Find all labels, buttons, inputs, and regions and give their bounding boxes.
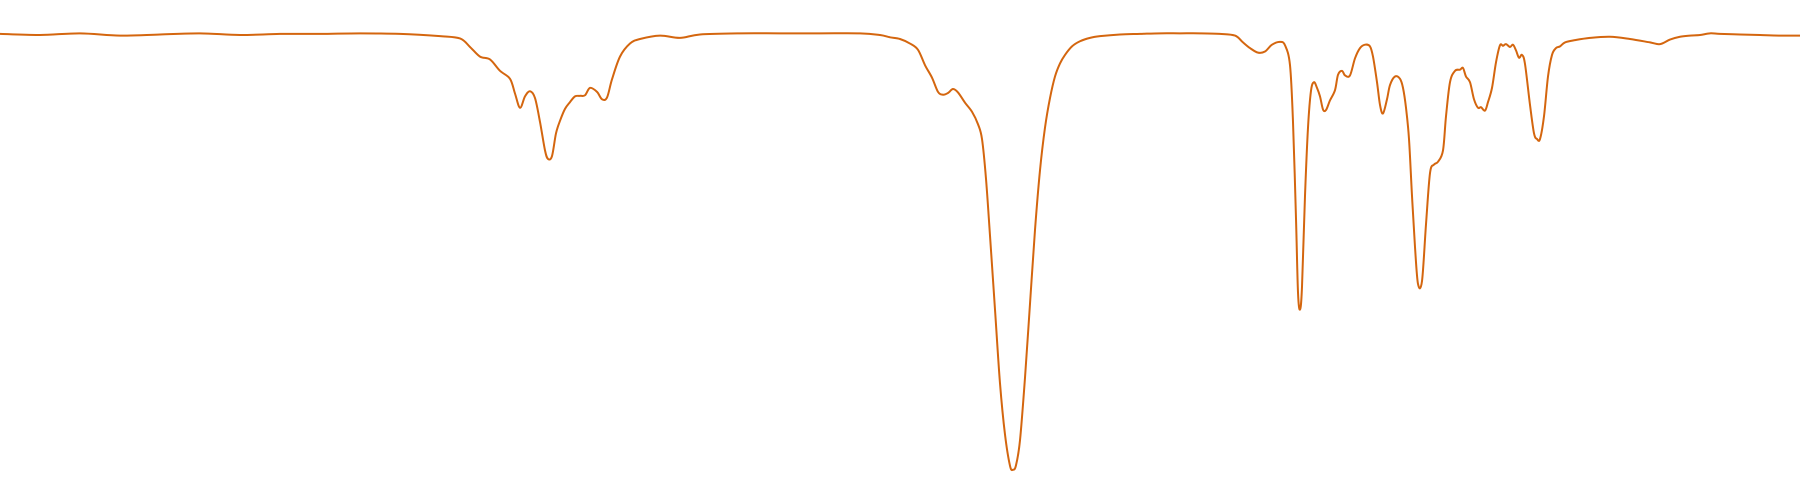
- series-line: [0, 32, 1800, 472]
